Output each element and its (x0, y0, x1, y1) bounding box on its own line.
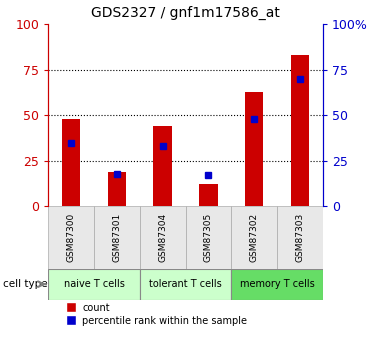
Bar (140, 206, 186, 269)
Legend: count, percentile rank within the sample: count, percentile rank within the sample (67, 303, 247, 326)
Text: naive T cells: naive T cells (63, 279, 124, 289)
Text: GSM87302: GSM87302 (250, 213, 259, 262)
Bar (108, 172, 126, 206)
Bar (231, 206, 277, 269)
Bar (231, 269, 323, 300)
Bar (291, 55, 309, 206)
Bar (140, 269, 231, 300)
Bar (245, 91, 263, 206)
Text: GSM87300: GSM87300 (67, 213, 76, 262)
Text: memory T cells: memory T cells (240, 279, 314, 289)
Text: GSM87303: GSM87303 (295, 213, 304, 262)
Bar (154, 126, 172, 206)
Bar (186, 206, 231, 269)
Text: cell type: cell type (3, 279, 47, 289)
Text: GSM87305: GSM87305 (204, 213, 213, 262)
Bar (277, 206, 323, 269)
Bar (48, 269, 140, 300)
Bar (199, 185, 217, 206)
Text: tolerant T cells: tolerant T cells (149, 279, 222, 289)
Text: GSM87301: GSM87301 (112, 213, 121, 262)
Bar (48, 206, 94, 269)
Text: GSM87304: GSM87304 (158, 213, 167, 262)
Bar (62, 119, 80, 206)
Title: GDS2327 / gnf1m17586_at: GDS2327 / gnf1m17586_at (91, 6, 280, 20)
Bar (94, 206, 140, 269)
